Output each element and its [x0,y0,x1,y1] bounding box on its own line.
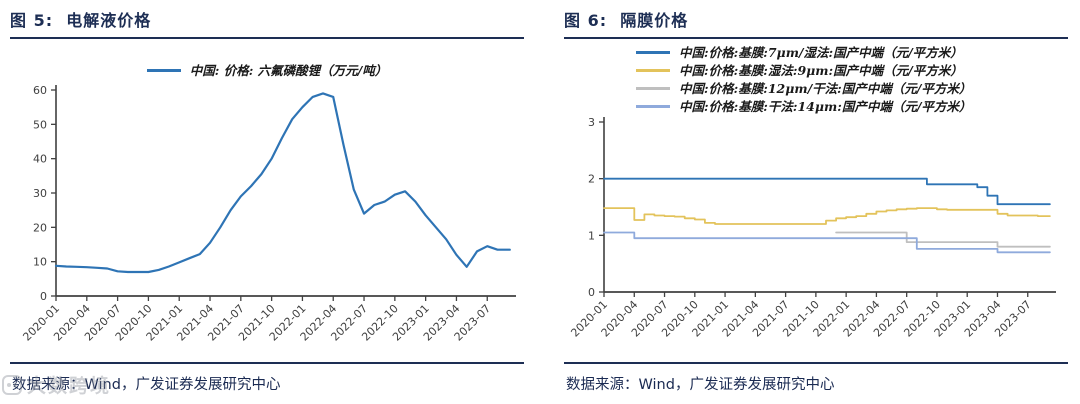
legend-label: 中国:价格:基膜:干法:14μm:国产中端（元/平方米） [679,99,972,114]
figure-electrolyte-price: 图 5: 电解液价格 中国: 价格: 六氟磷酸锂（万元/吨） 0 10 20 30 40… [10,11,524,404]
legend-item: 中国:价格:基膜:湿法:9μm:国产中端（元/平方米） [636,63,1068,78]
title-underline [564,37,1068,39]
figure-footer: 数据来源：Wind，广发证券发展研究中心 [10,362,524,404]
separator-price-chart: 01232020-012020-042020-072020-102021-012… [568,116,1056,340]
figure-footer: 数据来源：Wind，广发证券发展研究中心 [564,362,1068,404]
svg-text:40: 40 [33,153,47,166]
legend-label: 中国:价格:基膜:12μm/干法:国产中端（元/平方米） [679,81,972,96]
legend-marker-line [636,69,670,72]
legend-marker-line [146,69,181,72]
svg-text:0: 0 [588,286,595,299]
legend-marker-line [636,105,670,108]
data-source-text: 数据来源：Wind，广发证券发展研究中心 [12,377,281,393]
legend-item: 中国: 价格: 六氟磷酸锂（万元/吨） [146,63,388,78]
legend-marker-line [636,51,670,54]
svg-text:2: 2 [588,173,595,186]
electrolyte-price-chart: 01020304050602020-012020-042020-072020-1… [20,84,516,344]
figure-separator-price: 图 6: 隔膜价格 中国:价格:基膜:7μm/湿法:国产中端（元/平方米） 中国:… [540,0,1080,404]
title-underline [10,37,524,39]
chart-legend: 中国: 价格: 六氟磷酸锂（万元/吨） [10,63,524,78]
svg-text:0: 0 [40,290,47,303]
legend-label: 中国:价格:基膜:7μm/湿法:国产中端（元/平方米） [679,45,963,60]
legend-label: 中国: 价格: 六氟磷酸锂（万元/吨） [189,63,388,78]
data-source-text: 数据来源：Wind，广发证券发展研究中心 [566,377,835,393]
legend-item: 中国:价格:基膜:12μm/干法:国产中端（元/平方米） [636,81,1068,96]
figure-title: 图 6: 隔膜价格 [564,11,689,30]
svg-text:10: 10 [33,256,47,269]
figure-title: 图 5: 电解液价格 [10,11,152,30]
svg-text:50: 50 [33,118,47,131]
svg-text:30: 30 [33,187,47,200]
legend-label: 中国:价格:基膜:湿法:9μm:国产中端（元/平方米） [679,63,963,78]
legend-marker-line [636,87,670,90]
legend-item: 中国:价格:基膜:干法:14μm:国产中端（元/平方米） [636,99,1068,114]
svg-text:1: 1 [588,229,595,242]
chart-legend: 中国:价格:基膜:7μm/湿法:国产中端（元/平方米） 中国:价格:基膜:湿法:9… [636,45,1068,114]
svg-text:3: 3 [588,116,595,129]
legend-item: 中国:价格:基膜:7μm/湿法:国产中端（元/平方米） [636,45,1068,60]
svg-text:20: 20 [33,221,47,234]
svg-text:60: 60 [33,84,47,97]
